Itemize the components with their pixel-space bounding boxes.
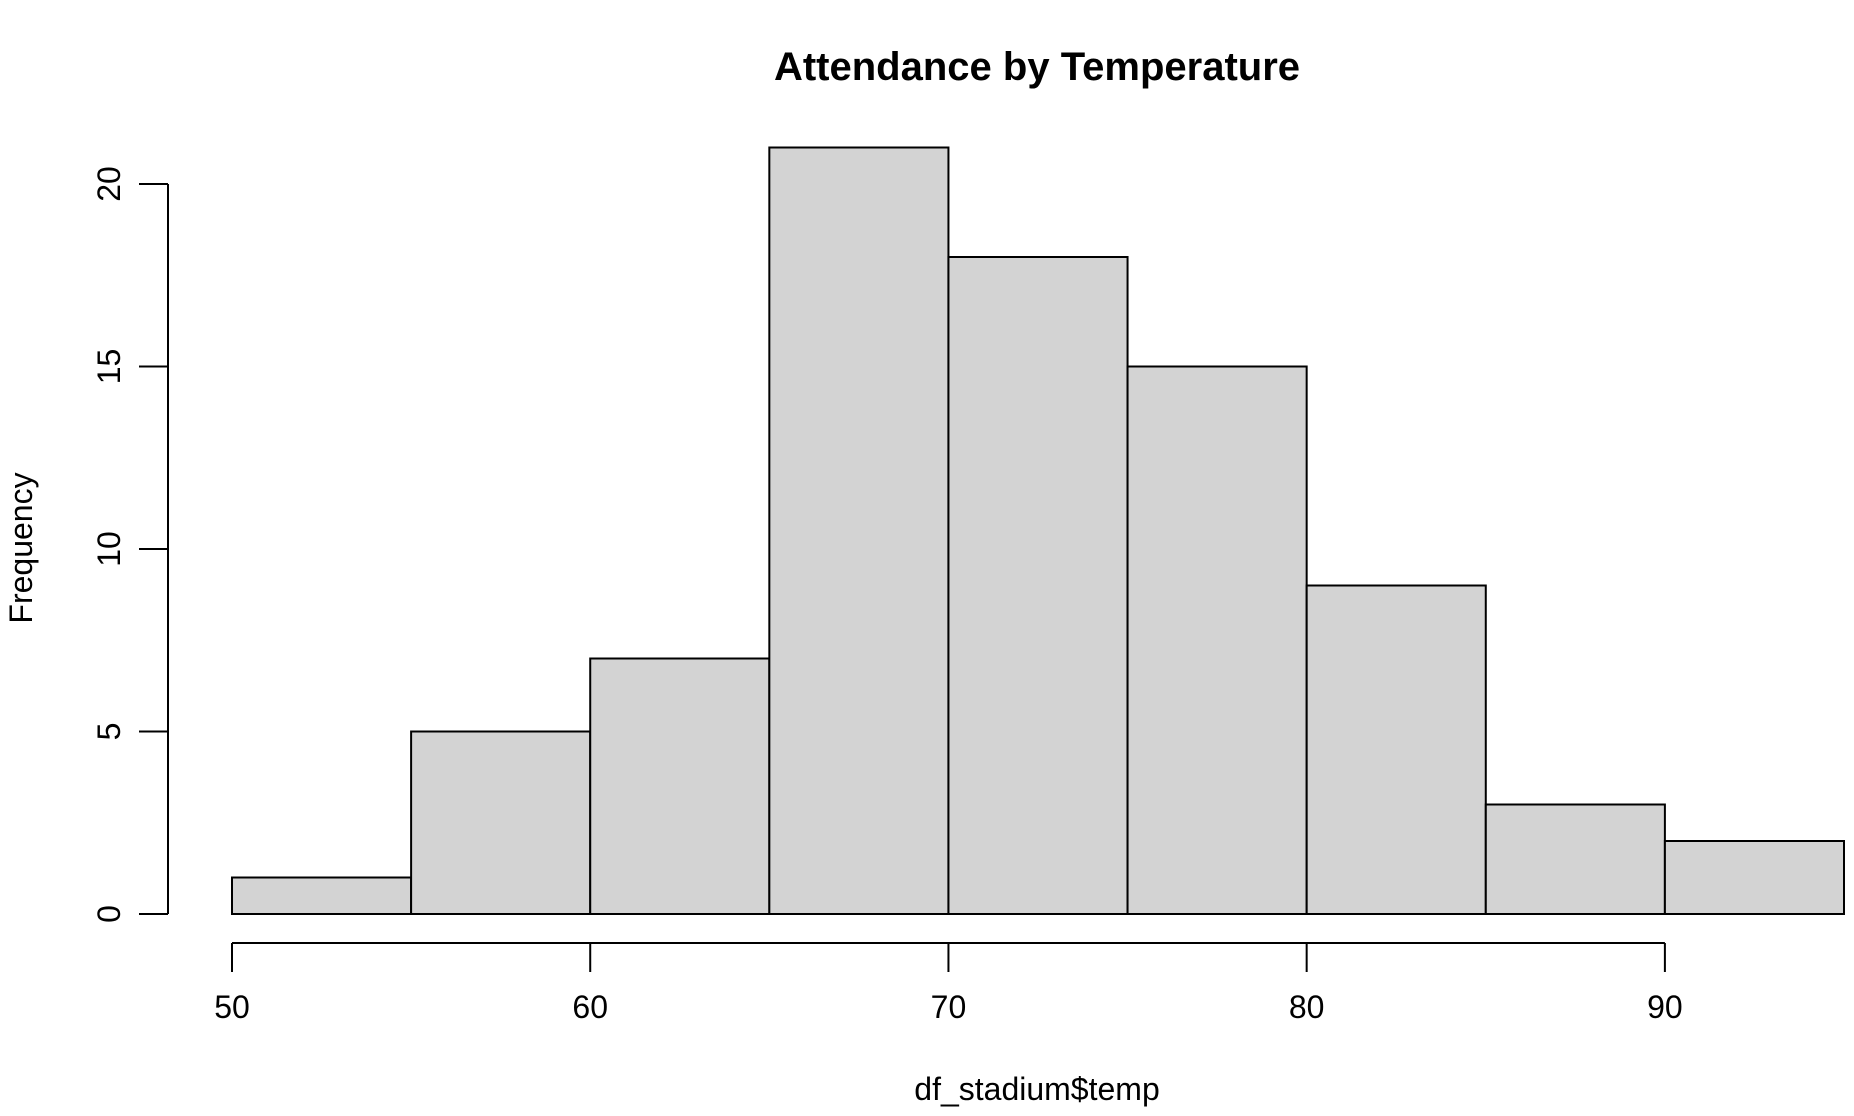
x-tick-label: 70	[931, 989, 967, 1025]
histogram-bar	[768, 146, 950, 915]
y-tick-label: 5	[91, 723, 127, 741]
histogram-bar	[1484, 803, 1666, 915]
histogram-bar	[231, 876, 413, 915]
x-axis-label: df_stadium$temp	[914, 1071, 1159, 1107]
histogram-bar	[1663, 840, 1846, 915]
x-tick-label: 90	[1647, 989, 1683, 1025]
histogram-bar	[1126, 365, 1308, 915]
y-tick-label: 0	[91, 905, 127, 923]
y-axis: 0 5 10 15 20	[91, 166, 169, 923]
x-tick-label: 60	[572, 989, 608, 1025]
x-axis: 50 60 70 80 90	[214, 942, 1683, 1025]
histogram-bar	[589, 657, 771, 915]
y-tick-label: 10	[91, 531, 127, 567]
bars-group	[231, 146, 1846, 915]
histogram-bar	[947, 256, 1129, 915]
y-tick-label: 15	[91, 349, 127, 385]
chart-title: Attendance by Temperature	[774, 45, 1300, 89]
y-axis-label: Frequency	[3, 472, 39, 623]
y-tick-label: 20	[91, 166, 127, 202]
x-tick-label: 50	[214, 989, 250, 1025]
histogram-bar	[1305, 584, 1487, 915]
x-tick-label: 80	[1289, 989, 1325, 1025]
histogram-bar	[410, 730, 592, 915]
